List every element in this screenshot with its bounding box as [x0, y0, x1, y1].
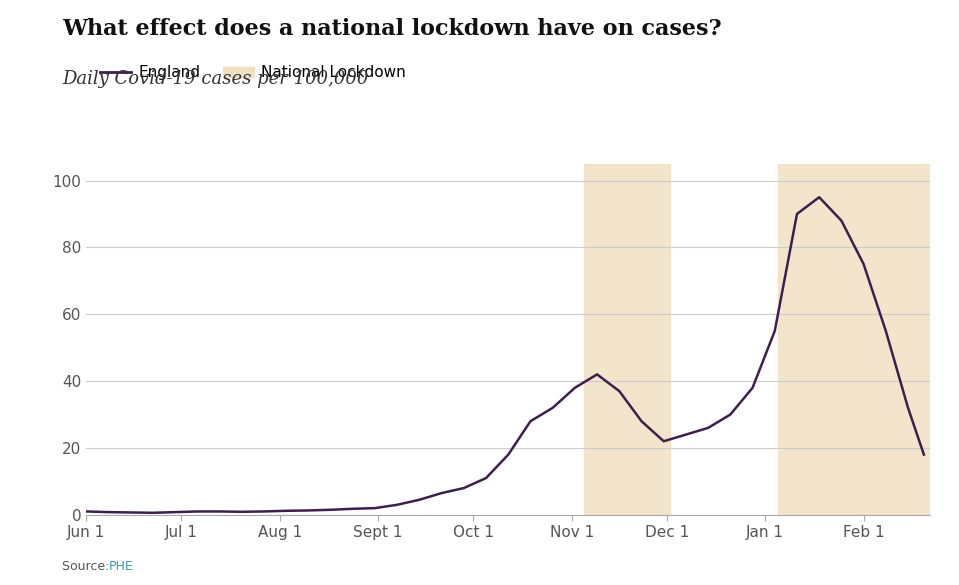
Bar	[778, 164, 930, 515]
Legend: England, National Lockdown: England, National Lockdown	[94, 59, 412, 87]
Bar	[584, 164, 670, 515]
Text: What effect does a national lockdown have on cases?: What effect does a national lockdown hav…	[62, 18, 722, 40]
Text: PHE: PHE	[108, 560, 133, 573]
Text: Source:: Source:	[62, 560, 114, 573]
Text: Daily Covid-19 cases per 100,000: Daily Covid-19 cases per 100,000	[62, 70, 368, 88]
